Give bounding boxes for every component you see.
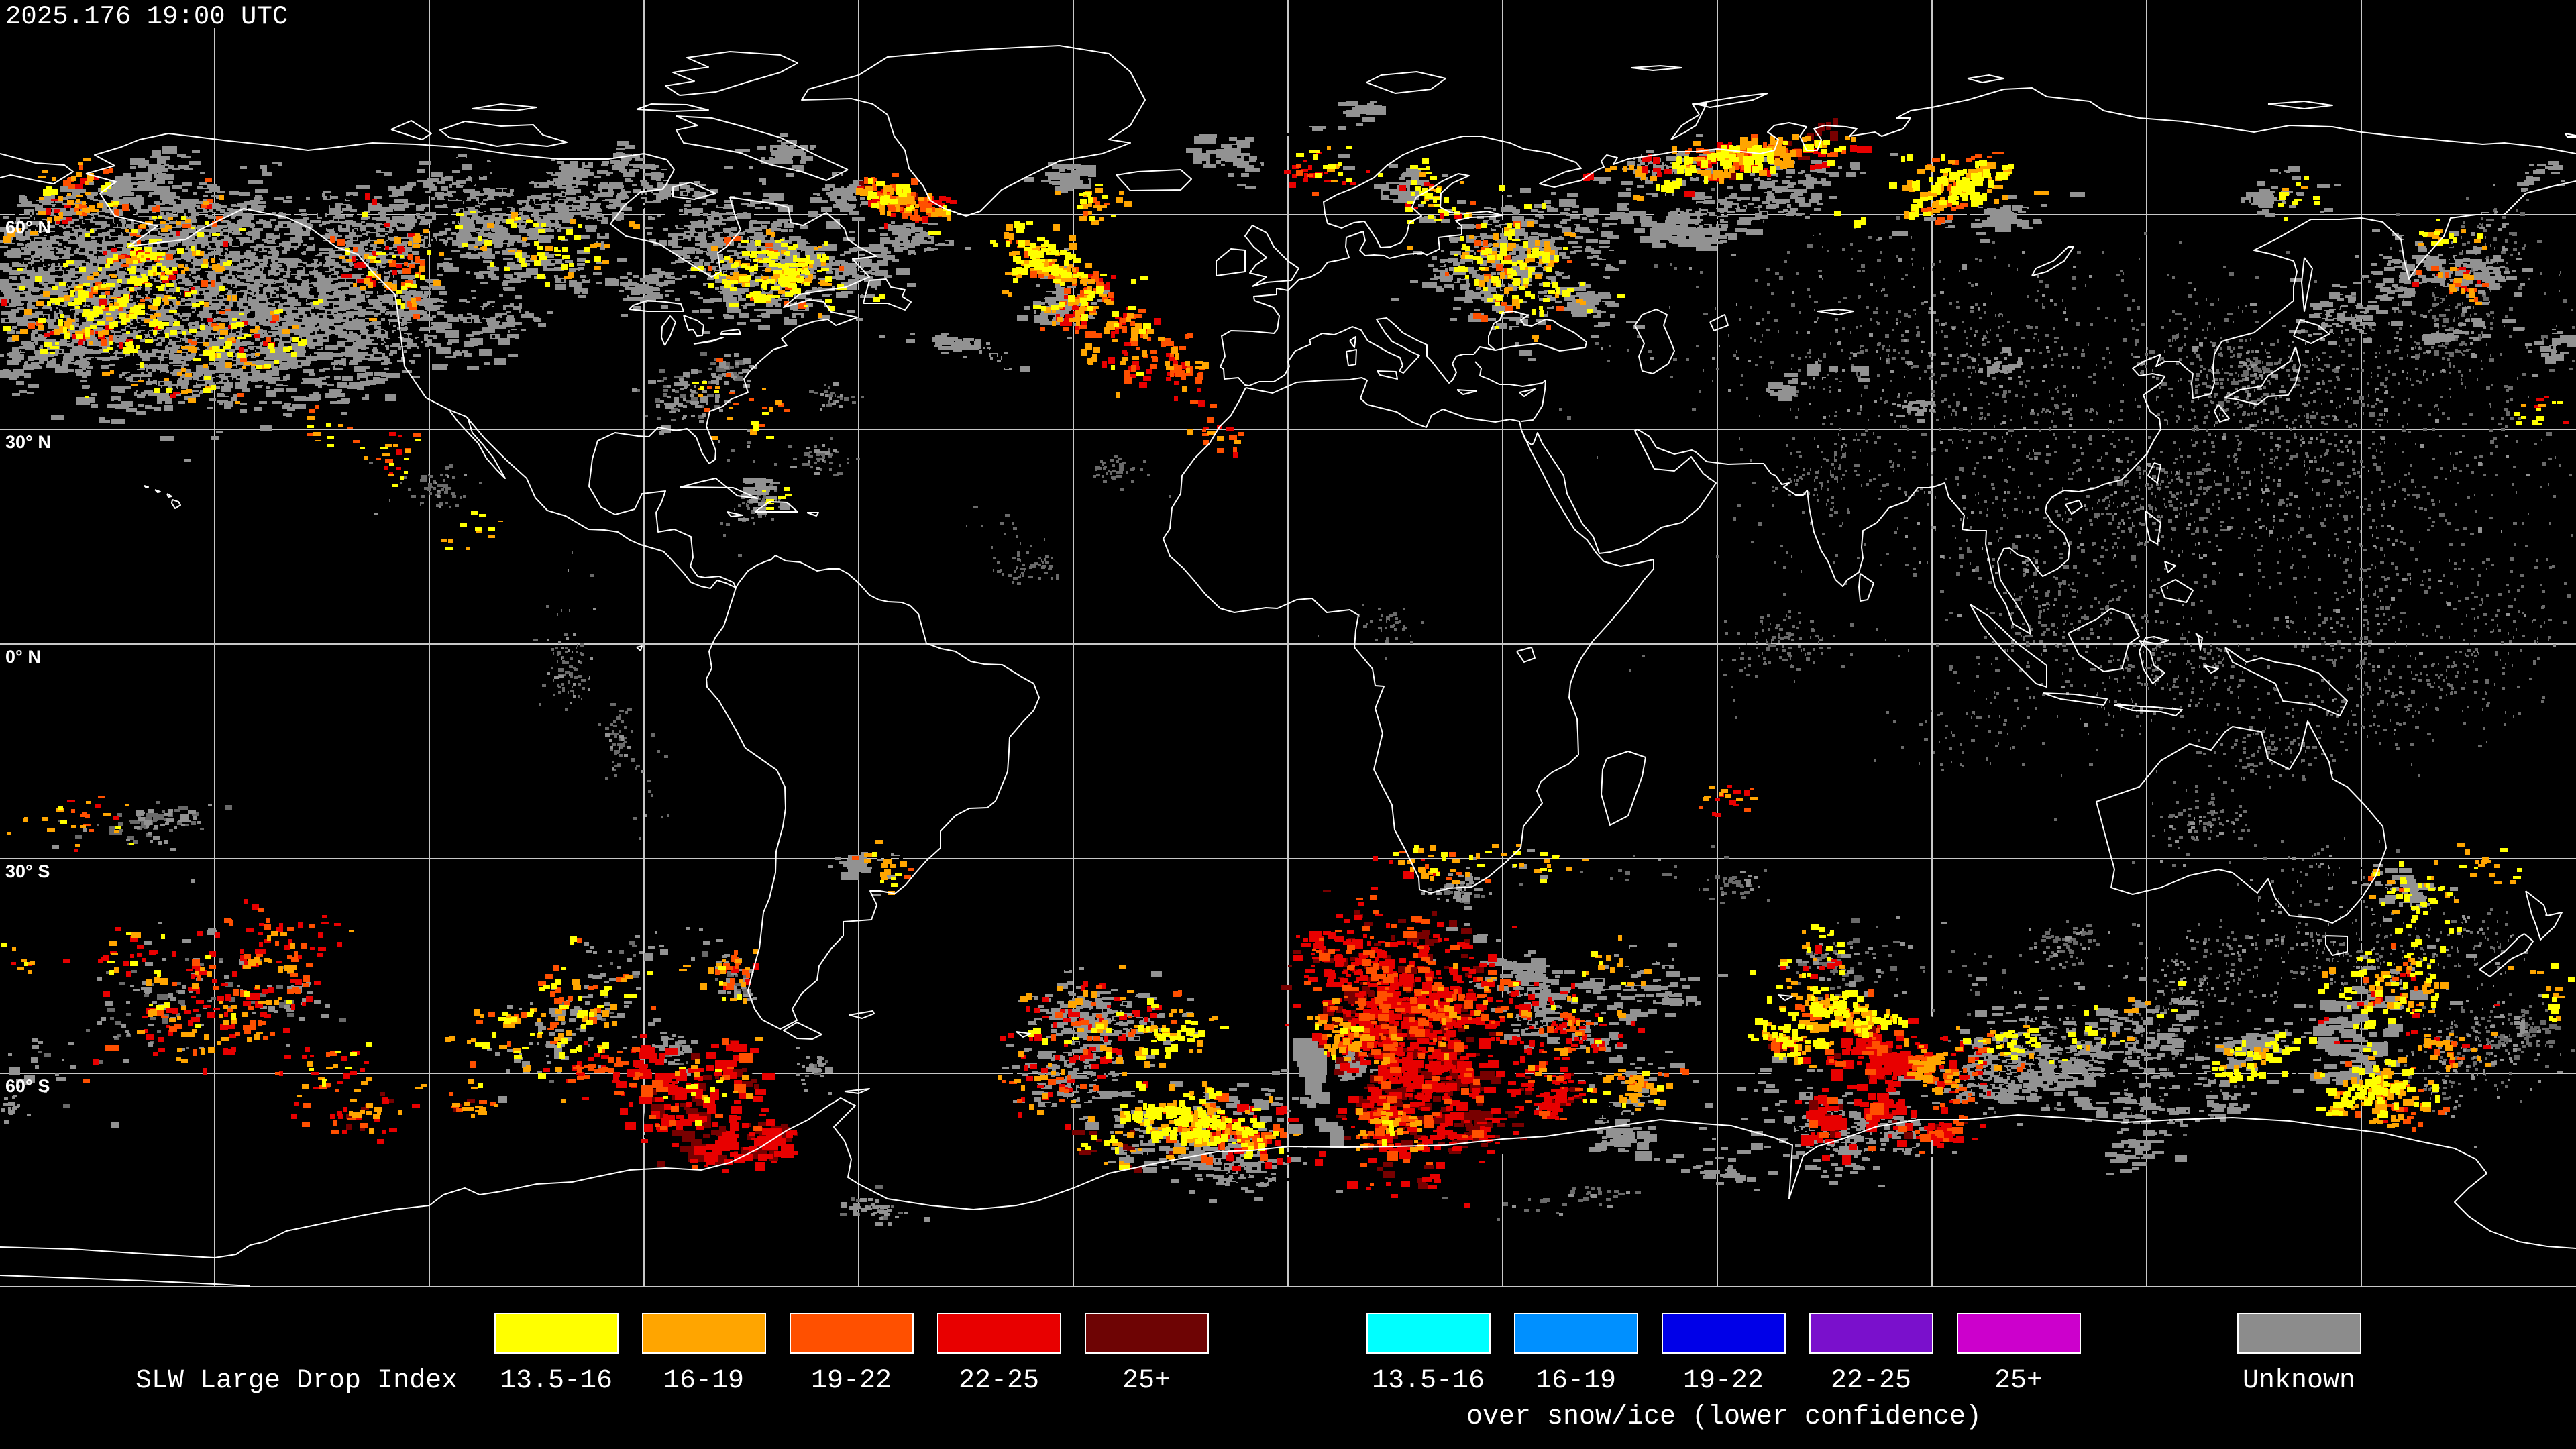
svg-text:Unknown: Unknown <box>2243 1366 2355 1396</box>
svg-text:25+: 25+ <box>1122 1366 1171 1396</box>
svg-text:over snow/ice (lower confidenc: over snow/ice (lower confidence) <box>1466 1402 1982 1432</box>
svg-text:30° N: 30° N <box>5 432 51 452</box>
svg-text:2025.176 19:00 UTC: 2025.176 19:00 UTC <box>5 2 288 32</box>
svg-text:22-25: 22-25 <box>959 1366 1039 1396</box>
svg-text:13.5-16: 13.5-16 <box>500 1366 612 1396</box>
svg-text:0° N: 0° N <box>5 647 41 667</box>
svg-text:60° N: 60° N <box>5 217 51 237</box>
svg-text:13.5-16: 13.5-16 <box>1372 1366 1485 1396</box>
svg-text:16-19: 16-19 <box>1536 1366 1616 1396</box>
svg-text:19-22: 19-22 <box>811 1366 892 1396</box>
svg-text:16-19: 16-19 <box>663 1366 744 1396</box>
svg-text:SLW Large Drop Index: SLW Large Drop Index <box>136 1366 458 1396</box>
svg-text:25+: 25+ <box>1994 1366 2043 1396</box>
svg-text:19-22: 19-22 <box>1683 1366 1764 1396</box>
svg-text:60° S: 60° S <box>5 1076 50 1096</box>
svg-text:30° S: 30° S <box>5 861 50 881</box>
svg-text:22-25: 22-25 <box>1831 1366 1911 1396</box>
